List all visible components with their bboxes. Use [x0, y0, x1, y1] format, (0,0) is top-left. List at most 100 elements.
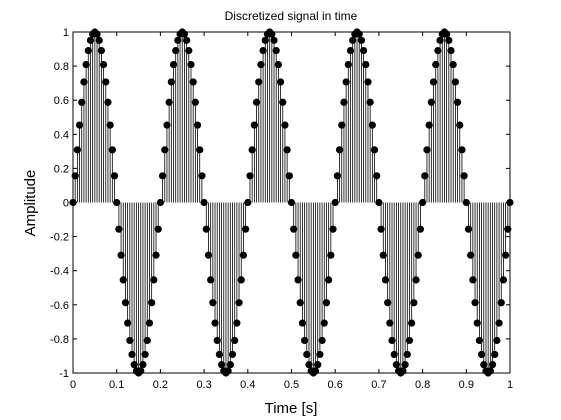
y-tick-label: 1: [63, 27, 69, 39]
sample-marker: [154, 225, 162, 233]
sample-marker: [156, 198, 164, 207]
sample-marker: [488, 361, 497, 369]
sample-marker: [408, 319, 416, 327]
sample-marker: [462, 198, 470, 207]
sample-marker: [318, 336, 326, 345]
sample-marker: [342, 78, 350, 86]
sample-marker: [432, 60, 440, 69]
sample-marker: [368, 121, 376, 129]
x-tick-label: 0.2: [153, 379, 168, 391]
sample-marker: [403, 350, 411, 359]
sample-marker: [106, 121, 114, 129]
sample-marker: [401, 361, 409, 369]
sample-marker: [97, 46, 106, 55]
sample-marker: [169, 60, 178, 69]
sample-marker: [248, 146, 256, 154]
sample-marker: [495, 319, 503, 327]
sample-marker: [73, 146, 81, 154]
sample-marker: [283, 146, 291, 154]
sample-marker: [475, 336, 484, 345]
sample-marker: [126, 336, 134, 345]
sample-marker: [141, 350, 149, 359]
sample-marker: [456, 121, 464, 129]
sample-marker: [392, 361, 400, 369]
sample-marker: [493, 336, 501, 345]
sample-marker: [119, 276, 127, 284]
x-tick-label: 1: [507, 379, 513, 391]
sample-marker: [458, 146, 466, 154]
sample-marker: [314, 361, 322, 369]
sample-marker: [473, 319, 481, 327]
sample-marker: [80, 78, 88, 86]
x-axis-ticks: 0 0.1 0.2 0.3 0.4 0.5 0.6 0.7 0.8 0.9 1: [70, 32, 513, 391]
sample-marker: [421, 172, 429, 180]
sample-marker: [285, 172, 293, 180]
sample-marker: [320, 319, 328, 327]
sample-marker: [86, 36, 95, 44]
sample-marker: [373, 172, 381, 180]
sample-marker: [75, 121, 84, 129]
sample-marker: [161, 146, 169, 154]
sample-marker: [261, 36, 269, 44]
sample-marker: [451, 78, 459, 86]
sample-marker: [189, 78, 197, 86]
sample-marker: [117, 251, 125, 259]
sample-marker: [204, 251, 213, 259]
sample-marker: [296, 299, 304, 307]
markers-group: [69, 28, 514, 377]
sample-marker: [416, 225, 425, 233]
sample-marker: [322, 299, 331, 307]
sample-marker: [346, 46, 355, 55]
sample-marker: [499, 276, 508, 284]
sample-marker: [335, 146, 344, 154]
sample-marker: [228, 350, 237, 359]
sample-marker: [303, 350, 311, 359]
sample-marker: [150, 276, 158, 284]
sample-marker: [121, 299, 130, 307]
sample-marker: [95, 36, 103, 44]
sample-marker: [502, 251, 510, 259]
sample-marker: [255, 78, 263, 86]
sample-marker: [414, 251, 422, 259]
sample-marker: [469, 276, 477, 284]
x-tick-label: 0: [70, 379, 76, 391]
sample-marker: [237, 276, 245, 284]
sample-marker: [405, 336, 414, 345]
sample-marker: [436, 36, 444, 44]
sample-marker: [191, 98, 199, 106]
sample-marker: [82, 60, 90, 69]
stems-group: [74, 32, 509, 373]
sample-marker: [252, 98, 261, 106]
sample-marker: [290, 225, 298, 233]
sample-marker: [279, 98, 287, 106]
sample-marker: [370, 146, 379, 154]
sample-marker: [244, 198, 252, 207]
sample-marker: [445, 36, 453, 44]
y-tick-label: -0.6: [50, 300, 69, 312]
sample-marker: [453, 98, 462, 106]
y-axis-label: Amplitude: [22, 170, 39, 237]
sample-marker: [366, 98, 374, 106]
x-tick-label: 0.9: [459, 379, 474, 391]
y-tick-label: -1: [59, 368, 69, 380]
sample-marker: [467, 251, 475, 259]
sample-marker: [412, 276, 420, 284]
sample-marker: [250, 121, 258, 129]
x-tick-label: 0.3: [196, 379, 211, 391]
sample-marker: [174, 36, 182, 44]
sample-marker: [362, 60, 370, 69]
sample-marker: [316, 350, 324, 359]
sample-marker: [410, 299, 418, 307]
sample-marker: [231, 336, 239, 345]
sample-marker: [99, 60, 108, 69]
sample-marker: [344, 60, 352, 69]
x-tick-label: 0.6: [328, 379, 343, 391]
sample-marker: [460, 172, 468, 180]
sample-marker: [124, 319, 132, 327]
sample-marker: [305, 361, 313, 369]
y-tick-label: 0.2: [54, 163, 69, 175]
sample-marker: [113, 198, 121, 207]
sample-marker: [213, 336, 221, 345]
sample-marker: [78, 98, 86, 106]
